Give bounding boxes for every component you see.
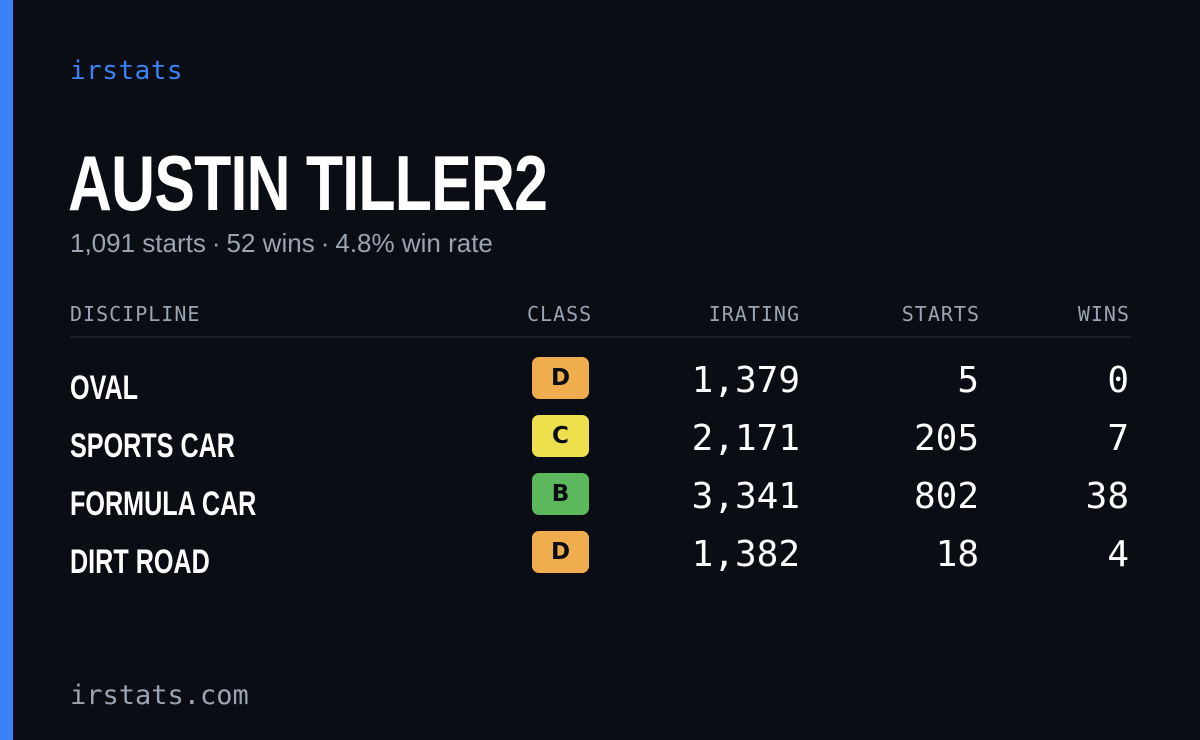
irating-value: 1,379 <box>691 360 800 401</box>
discipline-name: OVAL <box>70 369 139 407</box>
site-url: irstats.com <box>70 680 249 711</box>
starts-value: 18 <box>935 534 979 575</box>
table-row: SPORTS CAR C 2,171 205 7 <box>70 411 1131 469</box>
table-body: OVAL D 1,379 5 0 SPORTS CAR C 2,171 205 … <box>70 338 1131 585</box>
wins-summary: 52 wins <box>226 228 315 258</box>
starts-value: 5 <box>957 360 979 401</box>
irating-value: 1,382 <box>691 534 800 575</box>
wins-value: 0 <box>1107 360 1129 401</box>
accent-bar <box>0 0 13 740</box>
table-row: DIRT ROAD D 1,382 18 4 <box>70 527 1131 585</box>
stats-table: DISCIPLINE CLASS IRATING STARTS WINS OVA… <box>70 296 1131 585</box>
driver-name: AUSTIN TILLER2 <box>68 139 548 227</box>
class-badge: C <box>532 415 589 457</box>
header-wins: WINS <box>1077 302 1130 326</box>
table-row: FORMULA CAR B 3,341 802 38 <box>70 469 1131 527</box>
wins-value: 7 <box>1107 418 1129 459</box>
table-header: DISCIPLINE CLASS IRATING STARTS WINS <box>70 296 1131 338</box>
starts-value: 205 <box>913 418 979 459</box>
header-discipline: DISCIPLINE <box>70 302 201 326</box>
wins-value: 4 <box>1107 534 1129 575</box>
wins-value: 38 <box>1085 476 1129 517</box>
class-badge: B <box>532 473 589 515</box>
discipline-name: FORMULA CAR <box>70 485 257 523</box>
class-badge: D <box>532 357 589 399</box>
class-badge: D <box>532 531 589 573</box>
table-row: OVAL D 1,379 5 0 <box>70 353 1131 411</box>
irating-value: 2,171 <box>691 418 800 459</box>
discipline-name: DIRT ROAD <box>70 543 210 581</box>
separator-dot: · <box>211 228 221 258</box>
brand-logo: irstats <box>70 56 184 86</box>
discipline-name: SPORTS CAR <box>70 427 235 465</box>
header-starts: STARTS <box>901 302 980 326</box>
starts-summary: 1,091 starts <box>70 228 206 258</box>
winrate-summary: 4.8% win rate <box>335 228 493 258</box>
header-irating: IRATING <box>708 302 800 326</box>
starts-value: 802 <box>913 476 979 517</box>
driver-summary: 1,091 starts · 52 wins · 4.8% win rate <box>70 228 493 259</box>
irating-value: 3,341 <box>691 476 800 517</box>
header-class: CLASS <box>527 302 593 326</box>
separator-dot: · <box>320 228 330 258</box>
